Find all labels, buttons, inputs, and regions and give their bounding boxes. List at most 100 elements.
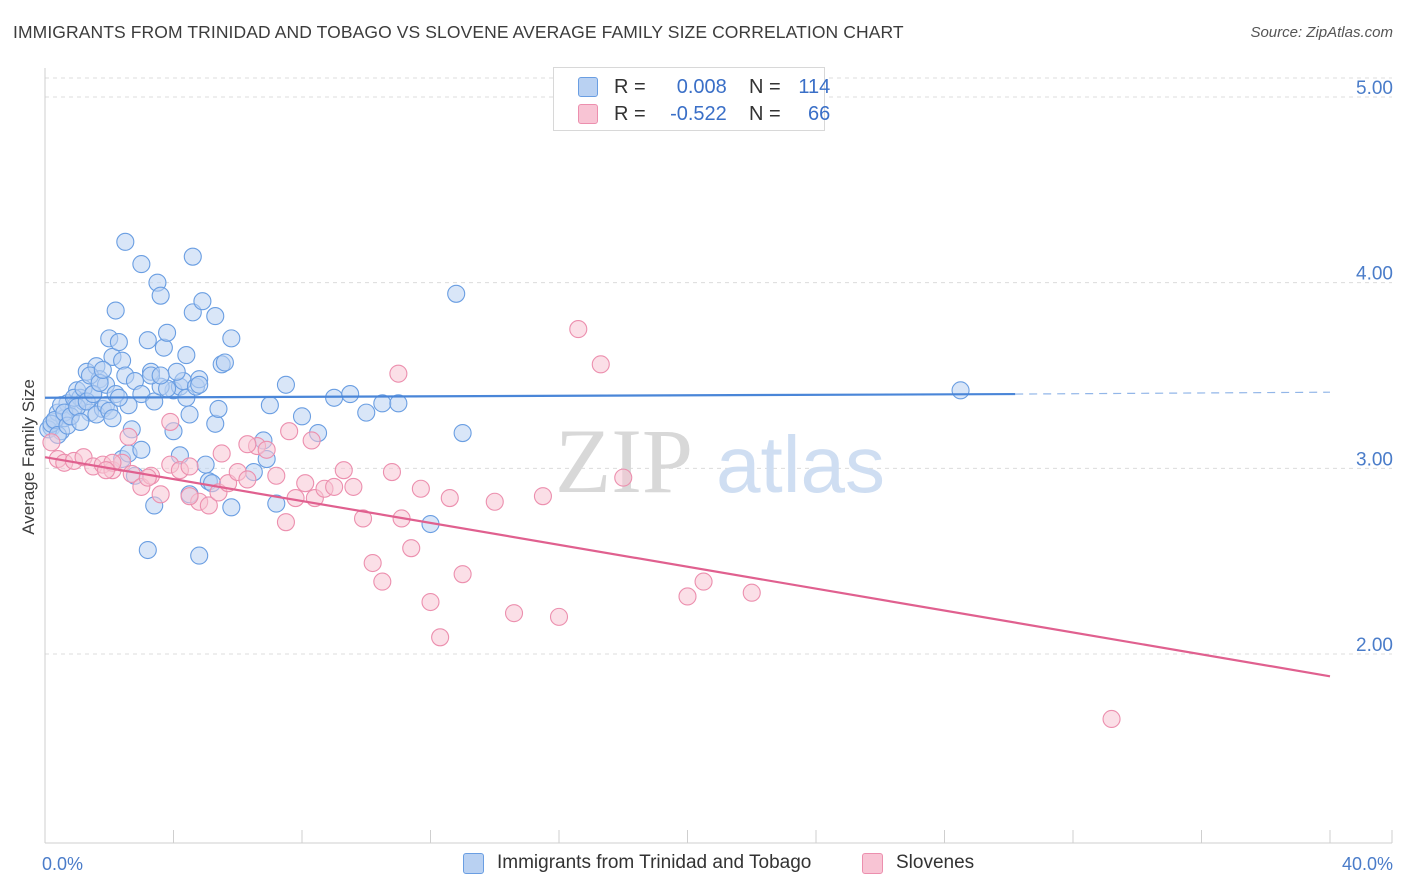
point-slovenes (453, 565, 472, 584)
y-tick-label: 4.00 (1356, 264, 1393, 285)
point-slovenes (276, 513, 295, 532)
point-slovenes (1102, 709, 1121, 729)
series-label-immigrants: Immigrants from Trinidad and Tobago (497, 852, 812, 873)
point-immigrants (951, 381, 970, 400)
ticks-layer: 2.00 3.00 4.00 5.00 0.0% 40.0% (42, 78, 1393, 874)
y-axis-label: Average Family Size (19, 379, 38, 535)
chart-title: IMMIGRANTS FROM TRINIDAD AND TOBAGO VS S… (13, 22, 904, 42)
point-immigrants (276, 375, 295, 394)
watermark-zip: ZIP (555, 410, 693, 512)
legend-row-immigrants: R = 0.008 N = 114 (578, 74, 830, 100)
point-slovenes (238, 435, 257, 454)
point-slovenes (267, 466, 286, 485)
point-slovenes (180, 457, 199, 476)
point-immigrants (267, 494, 286, 513)
correlation-legend: R = 0.008 N = 114 R = -0.522 N = 66 (553, 67, 830, 131)
point-immigrants (447, 284, 466, 303)
point-immigrants (453, 424, 472, 443)
points-layer (39, 232, 1121, 729)
point-immigrants (138, 331, 157, 350)
y-tick-label: 5.00 (1356, 78, 1393, 99)
point-immigrants (190, 546, 209, 565)
point-slovenes (389, 364, 408, 383)
point-immigrants (292, 407, 312, 426)
legend-row-slovenes: R = -0.522 N = 66 (578, 101, 830, 127)
point-slovenes (296, 474, 315, 493)
point-immigrants (193, 292, 212, 311)
point-immigrants (357, 403, 376, 422)
y-tick-label: 2.00 (1356, 635, 1393, 656)
point-slovenes (614, 468, 633, 487)
point-slovenes (138, 468, 157, 487)
point-immigrants (154, 338, 173, 357)
axis-layer (44, 68, 1393, 844)
point-slovenes (382, 462, 402, 482)
legend-n-label: N = (749, 102, 781, 125)
point-immigrants (113, 351, 132, 370)
point-slovenes (151, 485, 170, 504)
point-immigrants (209, 399, 228, 418)
point-slovenes (591, 355, 610, 374)
point-immigrants (222, 498, 241, 517)
series-legend-immigrants: Immigrants from Trinidad and Tobago (463, 852, 811, 874)
point-immigrants (341, 385, 360, 404)
point-slovenes (238, 470, 257, 489)
point-immigrants (206, 414, 225, 433)
point-slovenes (280, 422, 299, 441)
point-immigrants (167, 362, 186, 381)
series-legend: Immigrants from Trinidad and Tobago Slov… (0, 852, 1406, 878)
point-slovenes (119, 427, 138, 446)
point-immigrants (206, 307, 225, 326)
point-slovenes (96, 461, 116, 480)
trendline-immigrants-extension (1015, 391, 1331, 395)
legend-r-value-immigrants: 0.008 (676, 75, 727, 98)
point-slovenes (431, 628, 450, 647)
x-tick-label-min: 0.0% (42, 854, 83, 874)
point-immigrants (103, 409, 122, 428)
legend-swatch-immigrants (578, 77, 598, 97)
point-slovenes (363, 553, 382, 573)
point-immigrants (180, 405, 199, 424)
point-slovenes (257, 440, 276, 459)
point-slovenes (678, 587, 697, 606)
watermark-atlas: atlas (716, 420, 885, 509)
y-tick-label: 3.00 (1356, 449, 1393, 470)
point-immigrants (106, 301, 125, 320)
point-immigrants (71, 412, 90, 431)
point-slovenes (421, 592, 440, 612)
point-slovenes (533, 487, 552, 506)
series-label-slovenes: Slovenes (896, 852, 975, 873)
point-immigrants (190, 375, 209, 394)
point-immigrants (151, 286, 170, 305)
point-immigrants (183, 247, 202, 266)
watermark: ZIP atlas (555, 410, 885, 512)
point-immigrants (222, 329, 241, 348)
legend-swatch-slovenes (578, 104, 598, 124)
point-slovenes (302, 431, 321, 450)
chart-source: Source: ZipAtlas.com (1250, 24, 1393, 41)
point-slovenes (549, 607, 569, 626)
series-swatch-slovenes (862, 852, 883, 874)
point-slovenes (373, 572, 392, 591)
point-slovenes (440, 488, 459, 508)
point-slovenes (353, 509, 373, 528)
trend-layer (44, 391, 1331, 678)
point-immigrants (389, 394, 408, 413)
series-swatch-immigrants (463, 852, 484, 874)
point-immigrants (158, 323, 177, 342)
point-slovenes (344, 477, 363, 496)
point-immigrants (215, 353, 234, 372)
point-immigrants (132, 255, 151, 274)
x-tick-label-max: 40.0% (1342, 854, 1393, 874)
point-immigrants (93, 360, 112, 379)
grid-layer (45, 77, 1392, 655)
point-immigrants (151, 366, 170, 385)
legend-n-value-slovenes: 66 (808, 102, 831, 125)
legend-r-value-slovenes: -0.522 (670, 102, 727, 125)
point-slovenes (694, 572, 713, 591)
series-legend-slovenes: Slovenes (862, 852, 974, 874)
legend-r-label: R = (614, 102, 646, 125)
point-slovenes (212, 444, 231, 463)
legend-n-value-immigrants: 114 (798, 75, 831, 98)
